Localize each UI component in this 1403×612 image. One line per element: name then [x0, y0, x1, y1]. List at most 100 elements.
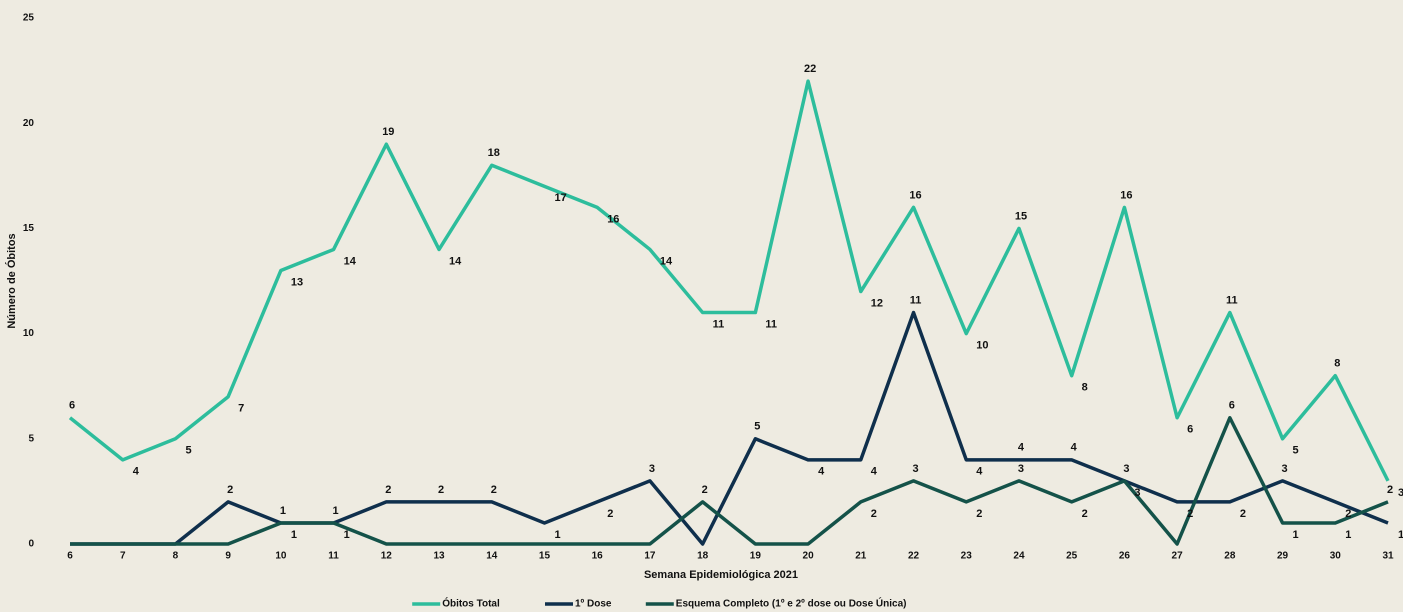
- data-label: 5: [185, 445, 191, 457]
- data-label: 13: [291, 276, 303, 288]
- data-label: 3: [912, 463, 918, 475]
- data-label: 14: [449, 255, 462, 267]
- y-axis-label: Número de Óbitos: [5, 233, 18, 328]
- legend-label: Óbitos Total: [442, 597, 500, 610]
- data-label: 4: [818, 466, 825, 478]
- data-label: 2: [438, 484, 444, 496]
- data-label: 2: [1240, 508, 1246, 520]
- data-label: 3: [1018, 463, 1024, 475]
- data-label: 3: [1134, 487, 1140, 499]
- data-label: 2: [1187, 508, 1193, 520]
- data-label: 8: [1082, 382, 1088, 394]
- x-tick-label: 10: [275, 551, 287, 562]
- x-tick-label: 28: [1224, 551, 1236, 562]
- data-label: 14: [344, 255, 357, 267]
- data-label: 2: [607, 508, 613, 520]
- data-label: 17: [554, 192, 566, 204]
- data-label: 2: [385, 484, 391, 496]
- x-tick-label: 6: [67, 551, 73, 562]
- data-label: 1: [333, 505, 339, 517]
- data-label: 16: [1120, 189, 1132, 201]
- data-label: 3: [1398, 487, 1403, 499]
- data-label: 12: [871, 297, 883, 309]
- data-label: 16: [607, 213, 619, 225]
- data-label: 18: [488, 147, 500, 159]
- x-tick-label: 9: [225, 551, 231, 562]
- x-tick-label: 7: [120, 551, 126, 562]
- data-label: 2: [491, 484, 497, 496]
- data-label: 1: [280, 505, 286, 517]
- y-tick-label: 25: [23, 13, 35, 24]
- data-label: 11: [765, 318, 777, 330]
- data-label: 7: [238, 403, 244, 415]
- data-label: 4: [871, 466, 878, 478]
- x-tick-label: 8: [173, 551, 179, 562]
- y-tick-label: 0: [28, 539, 34, 550]
- x-tick-label: 23: [961, 551, 973, 562]
- data-label: 1: [1293, 529, 1299, 541]
- data-label: 16: [909, 189, 921, 201]
- x-tick-label: 19: [750, 551, 762, 562]
- data-label: 8: [1334, 358, 1340, 370]
- x-tick-label: 24: [1013, 551, 1025, 562]
- x-tick-label: 17: [644, 551, 656, 562]
- data-label: 6: [69, 400, 75, 412]
- x-tick-label: 18: [697, 551, 709, 562]
- data-label: 5: [1293, 445, 1299, 457]
- x-tick-label: 29: [1277, 551, 1289, 562]
- data-label: 4: [1071, 442, 1078, 454]
- data-label: 19: [382, 126, 394, 138]
- data-label: 1: [344, 529, 350, 541]
- data-label: 2: [1082, 508, 1088, 520]
- data-label: 2: [227, 484, 233, 496]
- x-tick-label: 22: [908, 551, 920, 562]
- data-label: 5: [754, 421, 760, 433]
- x-axis-label: Semana Epidemiológica 2021: [644, 569, 798, 581]
- data-label: 3: [1123, 463, 1129, 475]
- data-label: 2: [1387, 484, 1393, 496]
- y-tick-label: 5: [28, 433, 34, 444]
- data-label: 14: [660, 255, 673, 267]
- data-label: 11: [1226, 294, 1238, 306]
- data-label: 2: [976, 508, 982, 520]
- data-label: 3: [1281, 463, 1287, 475]
- series-line: [68, 79, 1390, 482]
- y-tick-label: 10: [23, 328, 35, 339]
- data-label: 22: [804, 63, 816, 75]
- data-label: 4: [976, 466, 983, 478]
- data-label: 1: [291, 529, 297, 541]
- data-label: 2: [702, 484, 708, 496]
- data-label: 6: [1229, 400, 1235, 412]
- x-tick-label: 14: [486, 551, 498, 562]
- x-tick-label: 15: [539, 551, 551, 562]
- data-label: 4: [1018, 442, 1025, 454]
- data-label: 11: [713, 318, 725, 330]
- y-tick-label: 15: [23, 223, 35, 234]
- x-tick-label: 16: [592, 551, 604, 562]
- x-tick-label: 20: [803, 551, 815, 562]
- x-tick-label: 11: [328, 551, 339, 562]
- legend-label: 1º Dose: [575, 599, 612, 610]
- series-line: [70, 416, 1389, 546]
- x-tick-label: 27: [1172, 551, 1184, 562]
- data-label: 15: [1015, 210, 1027, 222]
- x-tick-label: 31: [1382, 551, 1394, 562]
- x-tick-label: 13: [433, 551, 445, 562]
- x-tick-label: 25: [1066, 551, 1078, 562]
- x-tick-label: 26: [1119, 551, 1131, 562]
- y-tick-label: 20: [23, 118, 35, 129]
- x-tick-label: 21: [855, 551, 867, 562]
- data-label: 1: [1345, 529, 1351, 541]
- legend-label: Esquema Completo (1º e 2º dose ou Dose Ú…: [676, 597, 907, 610]
- data-label: 1: [1398, 529, 1403, 541]
- x-tick-label: 12: [381, 551, 393, 562]
- data-label: 10: [976, 340, 988, 352]
- data-label: 11: [910, 294, 922, 306]
- data-label: 4: [133, 466, 140, 478]
- data-label: 6: [1187, 424, 1193, 436]
- x-tick-label: 30: [1330, 551, 1342, 562]
- data-label: 2: [871, 508, 877, 520]
- data-label: 3: [649, 463, 655, 475]
